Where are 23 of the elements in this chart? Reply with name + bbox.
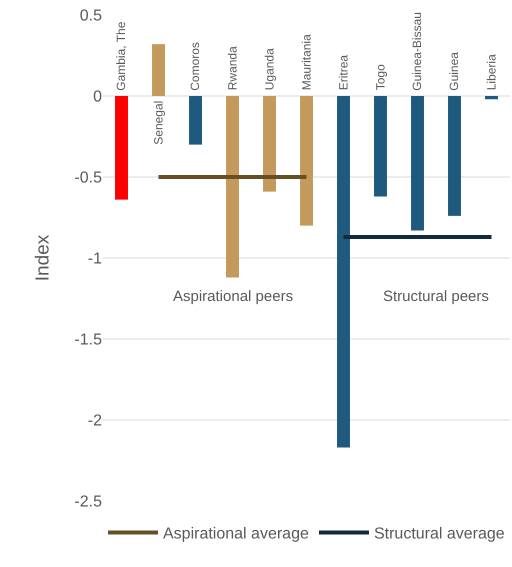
x-tick-label: Eritrea [336,54,351,90]
x-tick-label: Comoros [188,42,202,91]
y-tick-label: 0 [93,88,102,106]
legend-label: Structural average [374,526,505,543]
x-tick-label: Guinea-Bissau [410,12,424,91]
y-axis-title: Index [32,234,54,282]
annotation: Structural peers [383,288,489,305]
y-tick-label: -2.5 [74,494,102,511]
x-tick-label: Togo [374,64,388,90]
y-tick-label: -1.5 [74,332,102,349]
legend-label: Aspirational average [163,526,309,543]
x-tick-label: Senegal [151,100,166,145]
y-tick-label: -1 [88,250,102,268]
y-tick-label: -2 [88,412,102,430]
x-tick-label: Uganda [262,48,277,90]
y-tick-label: -0.5 [74,170,102,187]
x-tick-label: Rwanda [226,46,240,90]
x-tick-label: Mauritania [300,34,314,90]
y-tick-label: 0.5 [80,8,102,25]
x-tick-label: Gambia, The [114,21,128,91]
annotation: Aspirational peers [173,288,294,305]
x-tick-label: Liberia [484,54,499,90]
x-tick-label: Guinea [447,52,462,91]
